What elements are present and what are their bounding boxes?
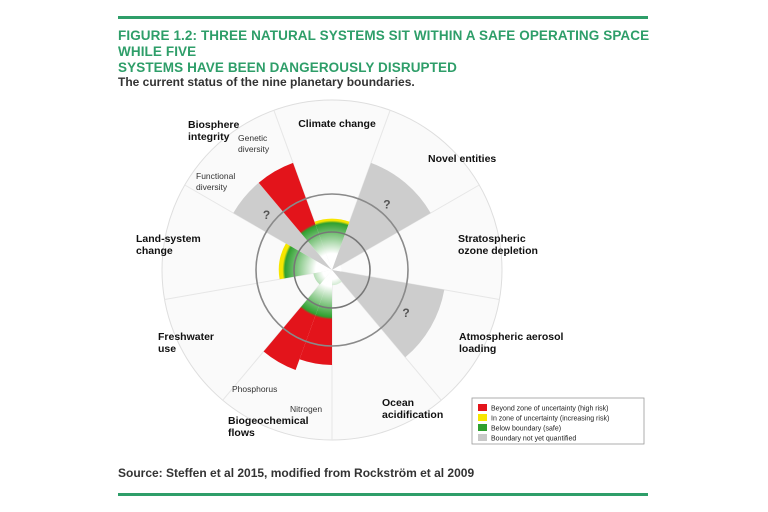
chart-overlay: ???: [255, 193, 410, 347]
top-rule: [118, 16, 648, 19]
figure-title-line-2: SYSTEMS HAVE BEEN DANGEROUSLY DISRUPTED: [118, 60, 457, 75]
sub-category-label: Phosphorus: [232, 384, 277, 394]
sector-divider: [331, 184, 480, 271]
legend-swatch: [478, 424, 487, 431]
wedge-ocean-acidification: [332, 270, 342, 286]
category-label: Atmospheric aerosol loading: [459, 331, 564, 355]
category-label: Climate change: [298, 118, 376, 130]
legend-swatch: [478, 434, 487, 441]
uncertainty-boundary-ring: [255, 193, 409, 347]
not-quantified-mark: ?: [383, 198, 390, 212]
category-label: Ocean acidification: [382, 397, 443, 421]
legend-label: Boundary not yet quantified: [491, 436, 576, 443]
figure-title: FIGURE 1.2: THREE NATURAL SYSTEMS SIT WI…: [118, 28, 658, 76]
wedge-land-system-change: [278, 243, 332, 280]
sector-divider: [184, 184, 333, 271]
wedge-climate-change: [314, 218, 350, 270]
figure-subtitle: The current status of the nine planetary…: [118, 75, 415, 89]
chart-labels: Climate change Novel entities Stratospheri…: [136, 118, 564, 439]
legend-label: Beyond zone of uncertainty (high risk): [491, 406, 609, 413]
sub-category-label: Nitrogen: [290, 404, 322, 414]
legend-label: In zone of uncertainty (increasing risk): [491, 416, 609, 423]
sector-divider: [331, 269, 442, 401]
category-label: Biogeochemical flows: [228, 415, 309, 439]
not-quantified-mark: ?: [402, 306, 409, 320]
sector-divider: [331, 110, 391, 271]
wedge-nitrogen: [263, 270, 332, 370]
legend-swatch: [478, 414, 487, 421]
wedge-stratospheric-ozone-depletion: [332, 265, 342, 272]
category-label: Novel entities: [428, 153, 496, 165]
wedge-freshwater-use: [313, 270, 332, 285]
sector-divider: [164, 269, 333, 301]
category-label: Biosphere integrity: [188, 119, 240, 143]
legend-swatch: [478, 404, 487, 411]
category-label: Stratospheric ozone depletion: [458, 233, 538, 257]
figure-source: Source: Steffen et al 2015, modified fro…: [118, 466, 475, 480]
chart-legend: Beyond zone of uncertainty (high risk) In…: [471, 397, 645, 445]
safe-boundary-ring: [293, 231, 371, 309]
bottom-rule: [118, 493, 648, 496]
not-quantified-mark: ?: [263, 208, 270, 222]
sub-category-label: Functional diversity: [196, 171, 235, 192]
figure-title-line-1: FIGURE 1.2: THREE NATURAL SYSTEMS SIT WI…: [118, 28, 650, 59]
wedge-novel-entities: [332, 162, 431, 270]
wedge-phosphorus: [299, 270, 332, 366]
wedge-functional-diversity: [233, 182, 332, 270]
wedge-genetic-diversity: [258, 162, 332, 270]
chart-wedges: [233, 162, 445, 370]
legend-label: Below boundary (safe): [491, 426, 561, 433]
category-label: Land-system change: [136, 233, 201, 257]
sector-divider: [273, 110, 333, 271]
legend-box: [471, 397, 645, 445]
category-label: Freshwater use: [158, 331, 214, 355]
wedge-atmospheric-aerosol-loading: [332, 270, 445, 358]
sub-category-label: Genetic diversity: [238, 133, 270, 154]
